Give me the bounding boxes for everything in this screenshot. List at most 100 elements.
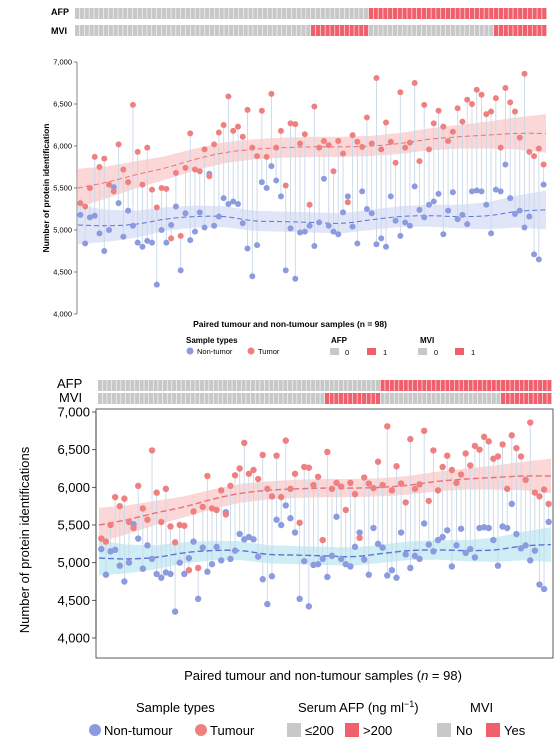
- bottom-tumour-point: [457, 471, 465, 478]
- bottom-non-tumour-point: [347, 563, 354, 570]
- bottom-afp-cell: [524, 380, 529, 391]
- top-tumour-point: [502, 85, 509, 92]
- bottom-legend-mvi-no-swatch: [437, 723, 451, 737]
- bottom-afp-cell: [107, 380, 112, 391]
- top-tumour-point: [459, 118, 466, 125]
- top-afp-cell: [479, 8, 484, 19]
- top-mvi-cell: [368, 25, 374, 36]
- bottom-non-tumour-point: [393, 574, 400, 581]
- top-non-tumour-point: [101, 248, 108, 254]
- bottom-afp-cell: [357, 380, 362, 391]
- top-non-tumour-point: [445, 207, 452, 214]
- bottom-tumour-point: [425, 497, 432, 505]
- top-afp-cell: [542, 8, 547, 19]
- bottom-afp-cell: [292, 380, 297, 391]
- bottom-mvi-cell: [343, 393, 348, 404]
- bottom-non-tumour-point: [430, 548, 437, 555]
- top-mvi-cell: [94, 25, 99, 36]
- top-afp-cell: [219, 8, 224, 19]
- bottom-mvi-cell: [408, 393, 413, 404]
- top-non-tumour-point: [540, 181, 547, 188]
- bottom-mvi-cell: [440, 393, 445, 404]
- bottom-tumour-point: [384, 423, 391, 430]
- bottom-tumour-point: [467, 462, 474, 469]
- bottom-mvi-annotation-bar: [98, 393, 552, 404]
- bottom-afp-cell: [250, 380, 255, 391]
- bottom-y-axis: 4,000 4,500 5,000 5,500 6,000 6,500 7,000: [57, 405, 97, 646]
- bottom-tumour-point: [250, 466, 257, 474]
- bottom-tumour-point: [102, 538, 110, 545]
- bottom-non-tumour-point: [102, 571, 110, 578]
- top-tumour-point: [196, 168, 203, 175]
- bottom-non-tumour-point: [540, 585, 548, 593]
- bottom-tumour-point: [545, 500, 552, 508]
- top-tumour-point: [521, 70, 528, 77]
- bottom-afp-cell: [325, 380, 330, 391]
- bottom-tumour-point: [305, 464, 313, 471]
- bottom-non-tumour-point: [144, 542, 151, 549]
- top-legend-tumour-marker: [247, 347, 255, 355]
- top-non-tumour-point: [411, 183, 418, 190]
- top-tumour-point: [249, 144, 256, 151]
- bottom-tumour-point: [416, 481, 423, 488]
- top-non-tumour-point: [254, 242, 261, 249]
- top-tumour-point: [449, 128, 456, 135]
- bottom-mvi-cell: [468, 393, 473, 404]
- bottom-non-tumour-point: [167, 570, 174, 578]
- bottom-tumour-point: [324, 448, 331, 456]
- top-tumour-point: [177, 232, 184, 239]
- top-non-tumour-point: [320, 175, 327, 182]
- bottom-afp-cell: [287, 380, 292, 391]
- top-afp-cell: [339, 8, 345, 19]
- bottom-mvi-cell: [274, 393, 279, 404]
- top-non-tumour-point: [129, 222, 136, 229]
- bottom-y-tick-label: 7,000: [57, 405, 90, 420]
- bottom-mvi-cell: [125, 393, 130, 404]
- top-afp-cell: [392, 8, 398, 19]
- top-tumour-point: [77, 200, 84, 207]
- top-non-tumour-point: [359, 188, 366, 195]
- top-non-tumour-point: [349, 223, 356, 230]
- bottom-mvi-cell: [505, 393, 510, 404]
- bottom-non-tumour-point: [388, 567, 396, 574]
- top-afp-cell: [176, 8, 181, 19]
- bottom-afp-cell: [195, 380, 200, 391]
- top-non-tumour-point: [311, 242, 318, 249]
- top-non-tumour-point: [220, 195, 227, 202]
- top-mvi-cell: [339, 25, 345, 36]
- bottom-afp-cell: [311, 380, 316, 391]
- top-tumour-point: [526, 148, 533, 155]
- top-mvi-cell: [267, 25, 272, 36]
- bottom-non-tumour-point: [365, 571, 373, 578]
- bottom-mvi-cell: [487, 393, 492, 404]
- bottom-non-tumour-point: [485, 524, 492, 532]
- bottom-afp-cell: [139, 380, 144, 391]
- bottom-mvi-cell: [450, 393, 455, 404]
- top-tumour-point: [230, 127, 237, 134]
- top-mvi-cell: [537, 25, 542, 36]
- top-mvi-cell: [108, 25, 113, 36]
- top-mvi-cell: [542, 25, 547, 36]
- top-afp-cell: [426, 8, 431, 19]
- top-tumour-point: [110, 188, 117, 195]
- top-non-tumour-point: [249, 273, 256, 280]
- bottom-mvi-cell: [278, 393, 283, 404]
- bottom-afp-cell: [260, 380, 265, 391]
- top-tumour-point: [129, 101, 136, 108]
- bottom-mvi-cell: [195, 393, 200, 404]
- bottom-non-tumour-point: [194, 595, 202, 603]
- bottom-non-tumour-point: [296, 595, 303, 603]
- top-tumour-point: [139, 181, 146, 188]
- top-legend-afp-title: AFP: [331, 336, 348, 345]
- bottom-mvi-cell: [436, 393, 441, 404]
- bottom-mvi-cell: [329, 393, 334, 404]
- bottom-tumour-point: [388, 487, 396, 494]
- bottom-mvi-cell: [403, 393, 408, 404]
- top-mvi-cell: [416, 25, 422, 36]
- bottom-afp-cell: [283, 380, 288, 391]
- bottom-mvi-cell: [241, 393, 246, 404]
- bottom-tumour-point: [370, 484, 377, 492]
- bottom-mvi-cell: [116, 393, 121, 404]
- bottom-mvi-cell: [111, 393, 116, 404]
